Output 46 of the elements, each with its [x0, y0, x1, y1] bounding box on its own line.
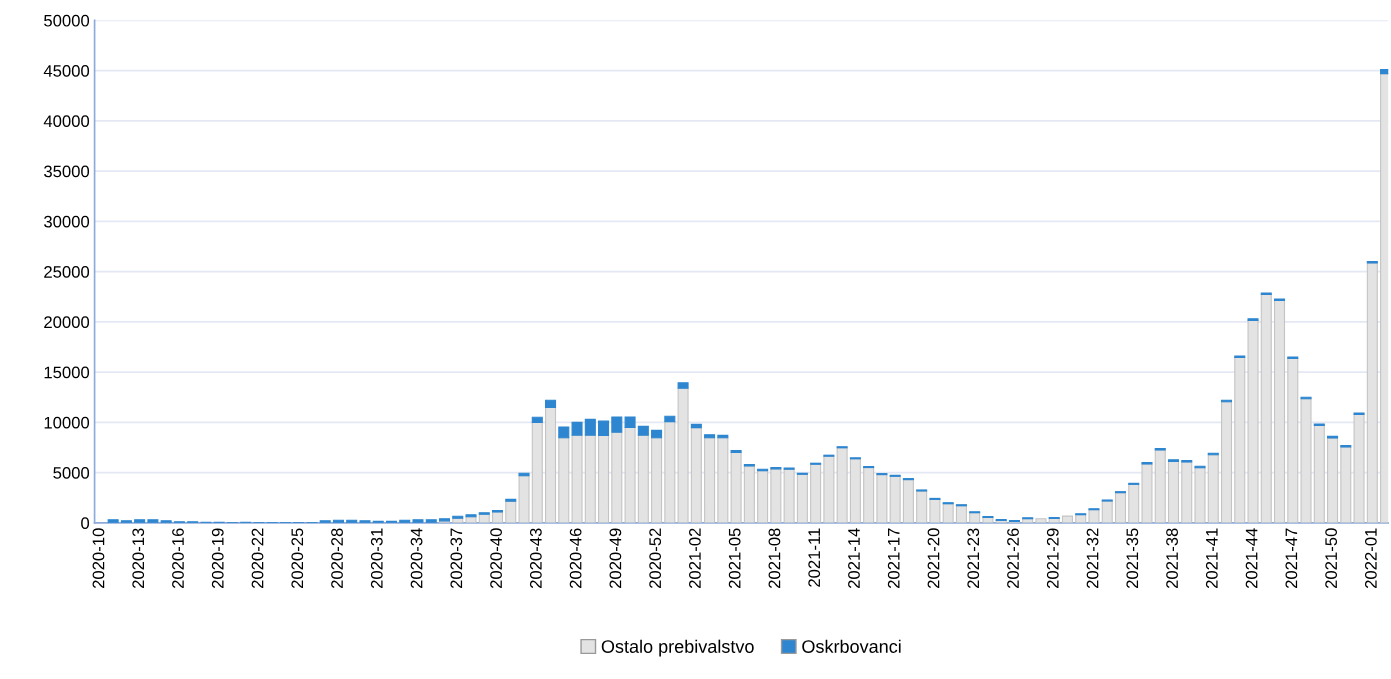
y-tick-label: 5000: [53, 466, 90, 479]
x-tick-label: 2021-11: [808, 528, 821, 587]
x-tick-label: 2020-28: [331, 528, 343, 589]
y-tick-label: 30000: [44, 215, 90, 228]
y-tick-label: 0: [81, 517, 90, 530]
x-tick-label: 2020-16: [172, 528, 184, 589]
y-tick-label: 45000: [43, 65, 90, 77]
x-tick-label: 2021-32: [1086, 528, 1099, 589]
x-tick-label: 2020-37: [450, 528, 463, 589]
x-tick-label: 2020-10: [92, 528, 105, 589]
legend-label: Ostalo prebivalstvo: [601, 639, 754, 657]
x-tick-label: 2020-22: [251, 528, 264, 589]
x-tick-label: 2020-49: [609, 528, 622, 589]
x-tick-label: 2021-29: [1046, 528, 1059, 589]
y-tick-label: 40000: [43, 115, 90, 128]
y-tick-label: 25000: [44, 266, 90, 278]
x-tick-label: 2020-52: [649, 528, 662, 589]
y-tick-label: 15000: [44, 366, 90, 379]
x-tick-label: 2021-14: [848, 528, 860, 589]
y-tick-label: 10000: [44, 416, 90, 429]
x-tick-label: 2020-43: [529, 528, 542, 589]
x-tick-label: 2021-41: [1205, 528, 1218, 589]
x-tick-label: 2021-02: [689, 528, 701, 589]
x-tick-label: 2020-34: [410, 528, 423, 589]
x-tick-label: 2020-13: [132, 528, 145, 589]
x-tick-label: 2021-35: [1126, 528, 1139, 589]
x-tick-label: 2021-50: [1325, 528, 1338, 589]
x-tick-label: 2020-25: [291, 528, 304, 589]
x-tick-label: 2021-20: [927, 528, 940, 589]
x-tick-label: 2021-23: [967, 528, 980, 589]
x-tick-label: 2020-46: [569, 528, 582, 589]
x-tick-label: 2020-19: [211, 528, 224, 589]
x-tick-label: 2021-17: [887, 528, 900, 589]
x-tick-label: 2021-26: [1007, 528, 1019, 589]
x-tick-label: 2021-47: [1285, 528, 1298, 589]
x-tick-label: 2020-31: [370, 528, 383, 589]
x-tick-label: 2021-08: [768, 528, 781, 589]
x-tick-label: 2020-40: [490, 528, 502, 589]
y-tick-label: 20000: [44, 316, 90, 329]
x-tick-label: 2021-44: [1245, 528, 1258, 589]
x-tick-label: 2022-01: [1364, 528, 1377, 589]
x-tick-label: 2021-05: [728, 528, 741, 589]
legend-label: Oskrbovanci: [802, 639, 901, 653]
y-tick-label: 35000: [44, 165, 90, 178]
y-tick-label: 50000: [44, 14, 90, 27]
x-tick-label: 2021-38: [1166, 528, 1178, 589]
